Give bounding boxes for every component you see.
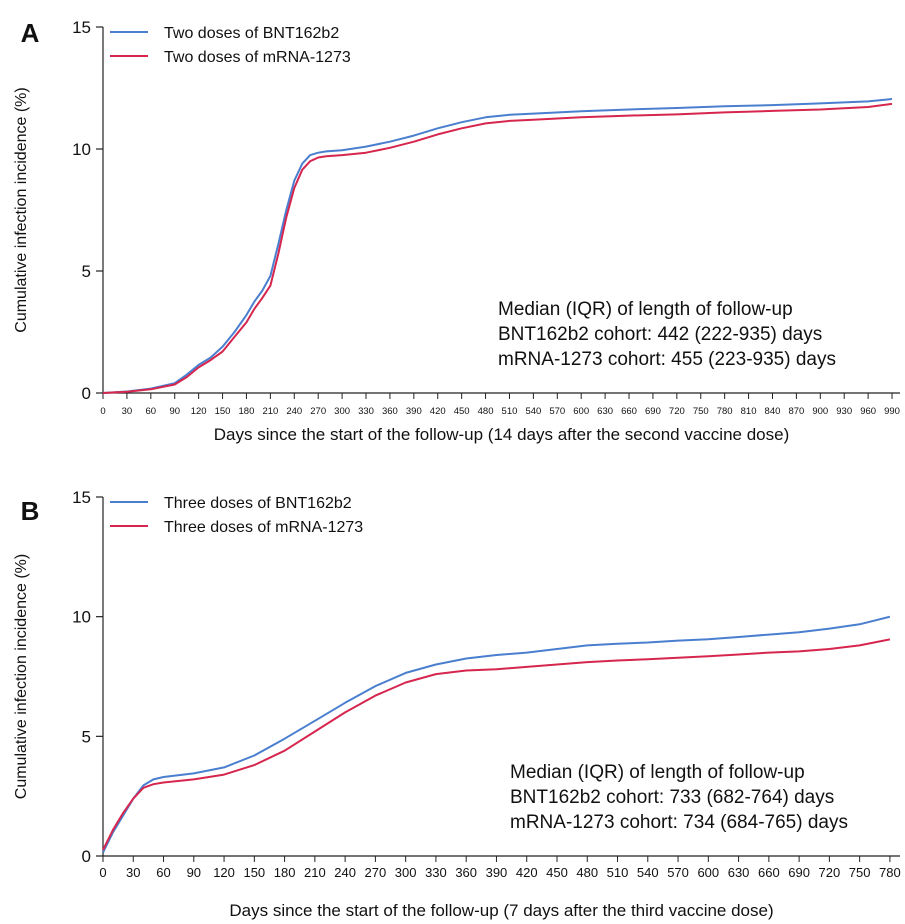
x-tick-label: 780 — [717, 406, 733, 417]
x-tick-label: 240 — [286, 406, 302, 417]
x-tick-label: 0 — [99, 865, 106, 880]
x-tick-label: 630 — [597, 406, 613, 417]
x-tick-label: 540 — [637, 865, 659, 880]
x-tick-label: 510 — [607, 865, 629, 880]
legend-label: Three doses of mRNA-1273 — [164, 519, 363, 536]
y-tick-label: 10 — [72, 608, 91, 627]
x-tick-label: 510 — [502, 406, 518, 417]
x-tick-label: 60 — [146, 406, 157, 417]
x-tick-label: 900 — [812, 406, 828, 417]
x-tick-label: 0 — [100, 406, 105, 417]
x-tick-label: 300 — [334, 406, 350, 417]
x-tick-label: 840 — [765, 406, 781, 417]
x-tick-label: 690 — [788, 865, 810, 880]
x-tick-label: 390 — [486, 865, 508, 880]
y-tick-label: 15 — [72, 488, 91, 507]
y-tick-label: 0 — [82, 384, 91, 403]
x-tick-label: 600 — [697, 865, 719, 880]
x-tick-label: 450 — [546, 865, 568, 880]
x-tick-label: 30 — [122, 406, 133, 417]
x-tick-label: 720 — [819, 865, 841, 880]
legend-label: Three doses of BNT162b2 — [164, 495, 352, 512]
y-tick-label: 5 — [82, 727, 91, 746]
x-tick-label: 570 — [667, 865, 689, 880]
x-tick-label: 270 — [310, 406, 326, 417]
annotation-line: mRNA-1273 cohort: 734 (684-765) days — [510, 812, 848, 833]
x-tick-label: 540 — [525, 406, 541, 417]
annotation-line: BNT162b2 cohort: 733 (682-764) days — [510, 787, 834, 808]
x-tick-label: 390 — [406, 406, 422, 417]
x-tick-label: 210 — [304, 865, 326, 880]
x-tick-label: 450 — [454, 406, 470, 417]
x-tick-label: 360 — [455, 865, 477, 880]
x-tick-label: 930 — [836, 406, 852, 417]
annotation-line: BNT162b2 cohort: 442 (222-935) days — [498, 324, 822, 345]
x-tick-label: 180 — [239, 406, 255, 417]
x-tick-label: 600 — [573, 406, 589, 417]
legend-label: Two doses of BNT162b2 — [164, 25, 339, 42]
annotation-line: mRNA-1273 cohort: 455 (223-935) days — [498, 349, 836, 370]
x-tick-label: 750 — [849, 865, 871, 880]
x-tick-label: 660 — [621, 406, 637, 417]
x-axis-label: Days since the start of the follow-up (1… — [214, 425, 789, 444]
x-tick-label: 60 — [156, 865, 170, 880]
x-tick-label: 150 — [243, 865, 265, 880]
x-tick-label: 990 — [884, 406, 900, 417]
legend-label: Two doses of mRNA-1273 — [164, 49, 351, 66]
x-tick-label: 750 — [693, 406, 709, 417]
y-tick-label: 0 — [82, 847, 91, 866]
x-tick-label: 810 — [741, 406, 757, 417]
x-tick-label: 480 — [478, 406, 494, 417]
x-tick-label: 90 — [169, 406, 180, 417]
x-tick-label: 90 — [187, 865, 201, 880]
series-line-bnt162b2 — [102, 98, 893, 394]
y-tick-label: 5 — [82, 262, 91, 281]
x-tick-label: 780 — [879, 865, 901, 880]
annotation-line: Median (IQR) of length of follow-up — [510, 762, 805, 783]
x-axis-label: Days since the start of the follow-up (7… — [229, 901, 773, 920]
x-tick-label: 240 — [334, 865, 356, 880]
y-tick-label: 10 — [72, 140, 91, 159]
y-axis-label: Cumulative infection incidence (%) — [13, 554, 30, 799]
x-tick-label: 120 — [191, 406, 207, 417]
series-line-mrna-1273 — [102, 102, 893, 394]
x-tick-label: 960 — [860, 406, 876, 417]
panel-label: B — [21, 496, 40, 526]
x-tick-label: 270 — [365, 865, 387, 880]
x-tick-label: 870 — [788, 406, 804, 417]
x-tick-label: 360 — [382, 406, 398, 417]
x-tick-label: 330 — [425, 865, 447, 880]
y-tick-label: 15 — [72, 18, 91, 37]
y-axis-label: Cumulative infection incidence (%) — [13, 87, 30, 332]
x-tick-label: 420 — [516, 865, 538, 880]
x-tick-label: 690 — [645, 406, 661, 417]
x-tick-label: 630 — [728, 865, 750, 880]
x-tick-label: 30 — [126, 865, 140, 880]
series-line-mrna-1273 — [102, 638, 891, 851]
x-tick-label: 330 — [358, 406, 374, 417]
x-tick-label: 180 — [274, 865, 296, 880]
x-tick-label: 480 — [576, 865, 598, 880]
annotation-line: Median (IQR) of length of follow-up — [498, 299, 793, 320]
x-tick-label: 300 — [395, 865, 417, 880]
x-tick-label: 420 — [430, 406, 446, 417]
series-line-bnt162b2 — [102, 615, 891, 853]
x-tick-label: 210 — [262, 406, 278, 417]
x-tick-label: 120 — [213, 865, 235, 880]
panel-label: A — [21, 18, 40, 48]
x-tick-label: 720 — [669, 406, 685, 417]
x-tick-label: 150 — [215, 406, 231, 417]
x-tick-label: 660 — [758, 865, 780, 880]
x-tick-label: 570 — [549, 406, 565, 417]
